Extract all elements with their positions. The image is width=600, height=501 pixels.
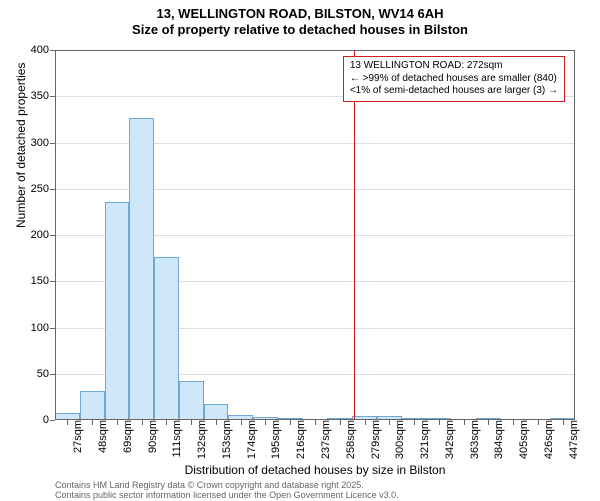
title-line-2: Size of property relative to detached ho…	[0, 22, 600, 38]
xtick-label: 195sqm	[265, 420, 282, 459]
xtick-label: 237sqm	[315, 420, 332, 459]
annotation-line: 13 WELLINGTON ROAD: 272sqm	[350, 60, 558, 73]
footer-line-2: Contains public sector information licen…	[55, 490, 399, 500]
xtick-label: 300sqm	[389, 420, 406, 459]
ytick-label: 250	[31, 183, 55, 195]
xtick-label: 27sqm	[67, 420, 84, 453]
chart-title-block: 13, WELLINGTON ROAD, BILSTON, WV14 6AH S…	[0, 0, 600, 38]
ytick-label: 0	[43, 414, 55, 426]
xtick-label: 447sqm	[563, 420, 580, 459]
xtick-label: 90sqm	[142, 420, 159, 453]
ytick-label: 100	[31, 322, 55, 334]
ytick-label: 300	[31, 137, 55, 149]
ytick-label: 200	[31, 229, 55, 241]
ytick-label: 150	[31, 275, 55, 287]
xtick-label: 153sqm	[216, 420, 233, 459]
xtick-label: 258sqm	[340, 420, 357, 459]
xtick-label: 174sqm	[241, 420, 258, 459]
footer-line-1: Contains HM Land Registry data © Crown c…	[55, 480, 399, 490]
xtick-label: 426sqm	[538, 420, 555, 459]
xtick-label: 321sqm	[414, 420, 431, 459]
x-axis-label: Distribution of detached houses by size …	[55, 463, 575, 477]
ytick-label: 350	[31, 90, 55, 102]
xtick-label: 342sqm	[439, 420, 456, 459]
annotation-line: <1% of semi-detached houses are larger (…	[350, 85, 558, 98]
annotation-box: 13 WELLINGTON ROAD: 272sqm← >99% of deta…	[343, 56, 565, 102]
xtick-label: 216sqm	[290, 420, 307, 459]
xtick-label: 405sqm	[513, 420, 530, 459]
xtick-label: 279sqm	[365, 420, 382, 459]
xtick-label: 69sqm	[117, 420, 134, 453]
ytick-label: 50	[37, 368, 55, 380]
annotation-line: ← >99% of detached houses are smaller (8…	[350, 73, 558, 86]
annotation-layer: 13 WELLINGTON ROAD: 272sqm← >99% of deta…	[55, 50, 575, 420]
xtick-label: 363sqm	[464, 420, 481, 459]
plot-area: 050100150200250300350400 27sqm48sqm69sqm…	[55, 50, 575, 420]
y-axis-label: Number of detached properties	[14, 63, 28, 228]
title-line-1: 13, WELLINGTON ROAD, BILSTON, WV14 6AH	[0, 6, 600, 22]
xtick-label: 384sqm	[488, 420, 505, 459]
ytick-label: 400	[31, 44, 55, 56]
footer-attribution: Contains HM Land Registry data © Crown c…	[55, 480, 399, 501]
xtick-label: 48sqm	[92, 420, 109, 453]
xtick-label: 111sqm	[166, 420, 183, 458]
xtick-label: 132sqm	[191, 420, 208, 459]
